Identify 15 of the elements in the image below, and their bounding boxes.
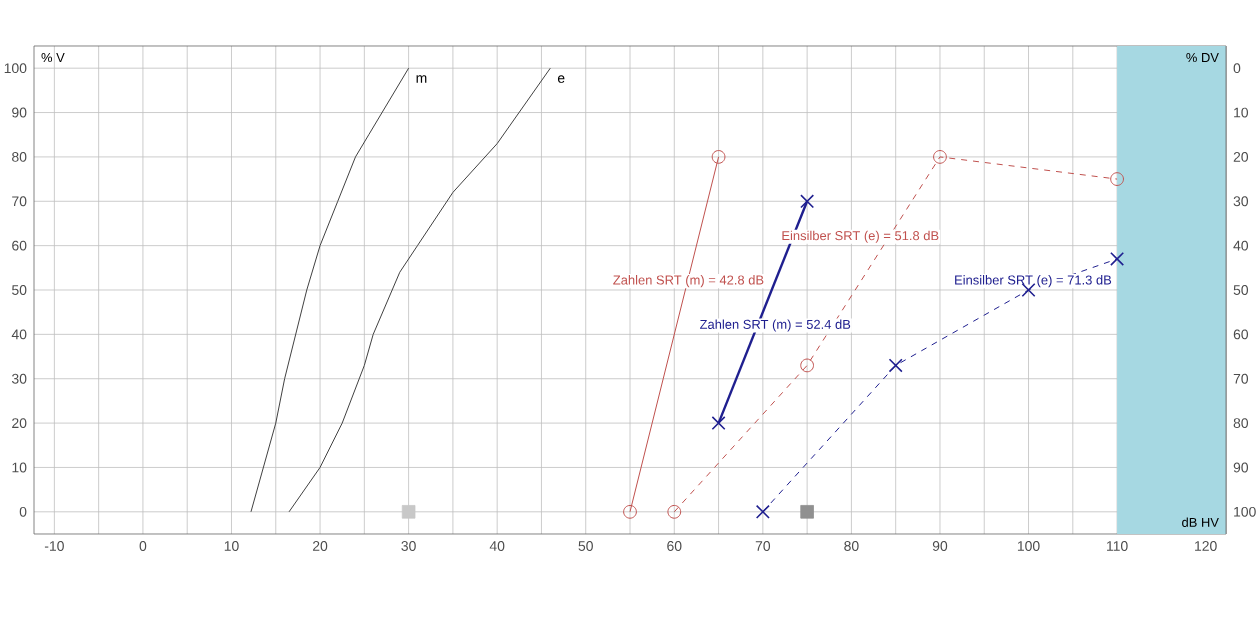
point [711,150,726,164]
point [1110,251,1125,266]
point [933,150,947,164]
point [401,505,416,519]
line-series [250,67,410,513]
point [711,416,726,431]
point [755,504,770,519]
point [623,504,637,519]
point [1110,172,1124,186]
line-series [288,67,551,513]
point [800,505,814,519]
point [800,358,814,373]
point [800,194,815,209]
point [888,358,903,373]
point [667,504,682,519]
